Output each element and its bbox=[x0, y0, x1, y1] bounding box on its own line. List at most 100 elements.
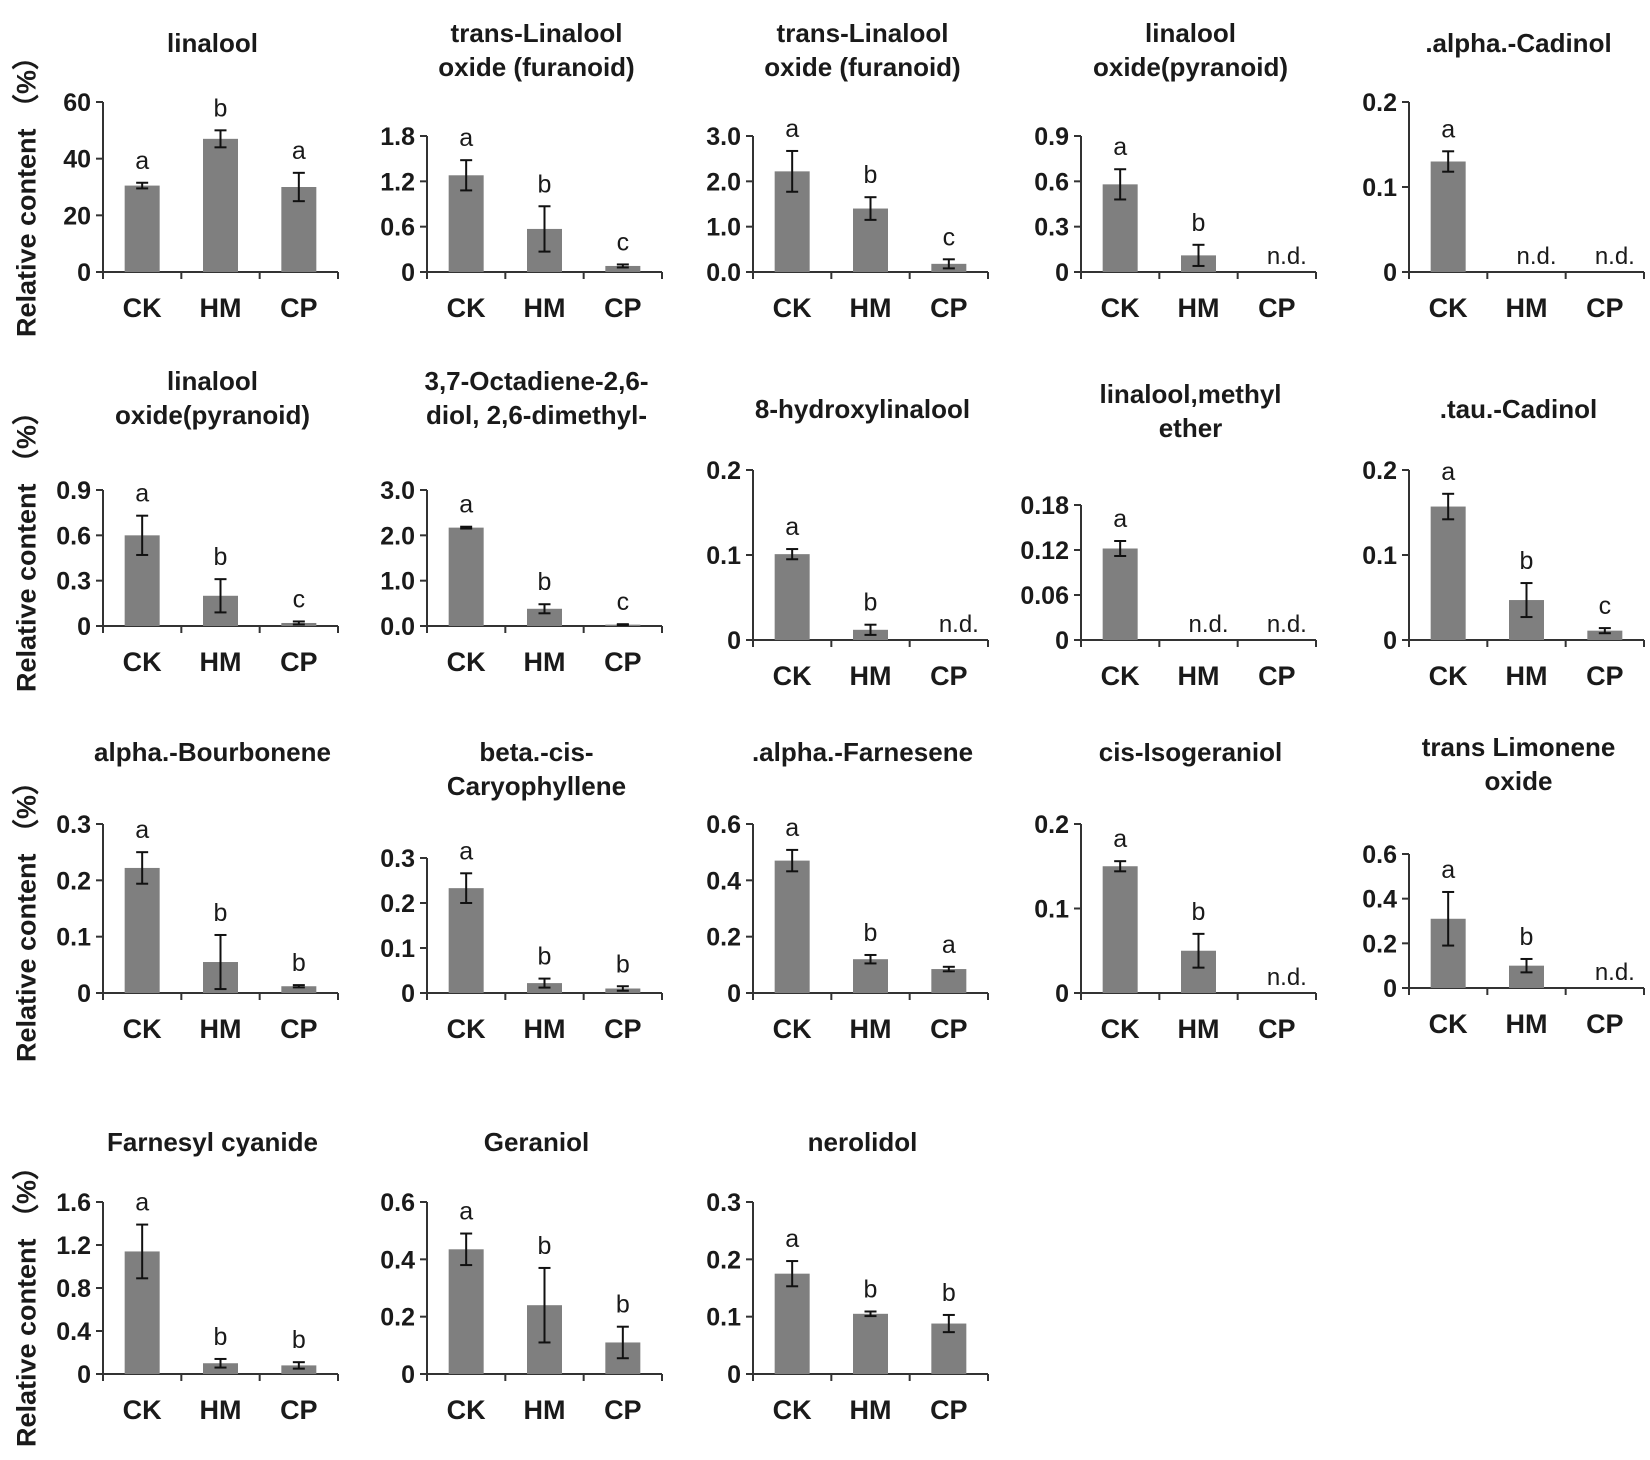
significance-label: c bbox=[617, 588, 630, 616]
x-tick-label: HM bbox=[1178, 293, 1220, 323]
x-tick-label: HM bbox=[850, 1395, 892, 1425]
y-tick-label: 0.6 bbox=[380, 214, 415, 242]
x-tick-label: CP bbox=[930, 661, 968, 691]
not-detected-label: n.d. bbox=[1595, 959, 1635, 986]
x-tick-label: CK bbox=[447, 1395, 486, 1425]
bar bbox=[853, 1313, 888, 1374]
y-tick-label: 0.2 bbox=[1362, 89, 1397, 117]
bar bbox=[281, 1365, 317, 1374]
y-tick-label: 0.1 bbox=[1362, 542, 1397, 570]
significance-label: b bbox=[292, 949, 306, 977]
significance-label: a bbox=[1113, 825, 1127, 853]
y-tick-label: 0.1 bbox=[1034, 896, 1069, 924]
y-tick-label: 1.0 bbox=[706, 214, 741, 242]
y-axis-label: Relative content （%） bbox=[4, 1140, 44, 1460]
significance-label: a bbox=[459, 837, 473, 865]
y-tick-label: 1.2 bbox=[380, 168, 415, 196]
chart-title: .tau.-Cadinol bbox=[1440, 394, 1597, 424]
significance-label: a bbox=[135, 480, 149, 508]
y-tick-label: 0.6 bbox=[1362, 841, 1397, 869]
significance-label: a bbox=[1113, 505, 1127, 533]
chart-title: Farnesyl cyanide bbox=[107, 1127, 318, 1157]
y-tick-label: 0 bbox=[77, 980, 91, 1008]
y-tick-label: 3.0 bbox=[706, 123, 741, 151]
x-tick-label: CP bbox=[930, 1395, 968, 1425]
y-tick-label: 0.4 bbox=[1362, 886, 1397, 914]
x-tick-label: CK bbox=[773, 1395, 812, 1425]
x-tick-label: CP bbox=[280, 647, 318, 677]
x-tick-label: HM bbox=[1506, 661, 1548, 691]
y-tick-label: 0.3 bbox=[706, 1189, 741, 1217]
y-tick-label: 0.18 bbox=[1020, 492, 1069, 520]
significance-label: a bbox=[1441, 115, 1455, 143]
x-tick-label: CP bbox=[1586, 1009, 1624, 1039]
y-tick-label: 1.2 bbox=[56, 1232, 91, 1260]
y-tick-label: 0.2 bbox=[706, 457, 741, 485]
y-tick-label: 0 bbox=[1383, 975, 1397, 1003]
y-axis-label-text: Relative content （%） bbox=[11, 1152, 42, 1448]
chart-title: linalool,methyl ether bbox=[1099, 379, 1281, 443]
y-tick-label: 0.2 bbox=[706, 924, 741, 952]
x-tick-label: CP bbox=[280, 1395, 318, 1425]
x-tick-label: CP bbox=[1258, 1014, 1296, 1044]
significance-label: a bbox=[1441, 856, 1455, 884]
bar bbox=[1102, 866, 1138, 993]
y-tick-label: 0.06 bbox=[1020, 582, 1069, 610]
y-axis-label: Relative content （%） bbox=[4, 755, 44, 1075]
x-tick-label: CK bbox=[1101, 293, 1140, 323]
y-axis-label-text: Relative content （%） bbox=[11, 397, 42, 693]
x-tick-label: HM bbox=[850, 293, 892, 323]
y-axis-label-text: Relative content （%） bbox=[11, 42, 42, 338]
y-axis-label: Relative content （%） bbox=[4, 385, 44, 705]
x-tick-label: CK bbox=[1101, 661, 1140, 691]
x-tick-label: HM bbox=[200, 1395, 242, 1425]
y-tick-label: 0 bbox=[77, 259, 91, 287]
y-tick-label: 40 bbox=[63, 146, 91, 174]
bar bbox=[448, 175, 484, 272]
y-tick-label: 1.6 bbox=[56, 1189, 91, 1217]
y-tick-label: 0 bbox=[727, 1361, 741, 1389]
y-tick-label: 0.2 bbox=[706, 1246, 741, 1274]
y-axis-label: Relative content （%） bbox=[4, 30, 44, 350]
x-tick-label: CP bbox=[930, 1014, 968, 1044]
significance-label: a bbox=[292, 137, 306, 165]
x-tick-label: CK bbox=[773, 1014, 812, 1044]
x-tick-label: CK bbox=[123, 1014, 162, 1044]
x-tick-label: CP bbox=[604, 647, 642, 677]
chart-title: cis-Isogeraniol bbox=[1099, 737, 1283, 767]
y-tick-label: 0.3 bbox=[1034, 214, 1069, 242]
chart-title: nerolidol bbox=[808, 1127, 918, 1157]
chart-title: trans Limonene oxide bbox=[1422, 732, 1616, 796]
y-axis-label-text: Relative content （%） bbox=[11, 767, 42, 1063]
x-tick-label: HM bbox=[524, 647, 566, 677]
y-tick-label: 0.1 bbox=[706, 1304, 741, 1332]
bar bbox=[124, 867, 160, 993]
significance-label: b bbox=[1520, 923, 1534, 951]
y-tick-label: 0 bbox=[401, 980, 415, 1008]
y-tick-label: 0.2 bbox=[1362, 930, 1397, 958]
x-tick-label: CP bbox=[280, 1014, 318, 1044]
bar bbox=[931, 969, 967, 993]
x-tick-label: HM bbox=[1178, 1014, 1220, 1044]
significance-label: b bbox=[864, 589, 878, 617]
significance-label: b bbox=[214, 94, 228, 122]
not-detected-label: n.d. bbox=[1267, 611, 1307, 638]
bar bbox=[448, 1249, 484, 1374]
x-tick-label: CP bbox=[1258, 661, 1296, 691]
y-tick-label: 0 bbox=[401, 259, 415, 287]
y-tick-label: 0.4 bbox=[380, 1246, 415, 1274]
bar bbox=[774, 860, 810, 993]
significance-label: b bbox=[538, 943, 552, 971]
y-tick-label: 0 bbox=[1055, 980, 1069, 1008]
significance-label: a bbox=[785, 115, 799, 143]
significance-label: c bbox=[293, 585, 306, 613]
significance-label: c bbox=[943, 223, 956, 251]
bar bbox=[605, 265, 641, 272]
x-tick-label: CK bbox=[1429, 293, 1468, 323]
bar bbox=[281, 986, 317, 993]
x-tick-label: CK bbox=[1101, 1014, 1140, 1044]
not-detected-label: n.d. bbox=[1267, 964, 1307, 991]
y-tick-label: 0.8 bbox=[56, 1275, 91, 1303]
y-tick-label: 0.6 bbox=[56, 522, 91, 550]
not-detected-label: n.d. bbox=[1595, 243, 1635, 270]
